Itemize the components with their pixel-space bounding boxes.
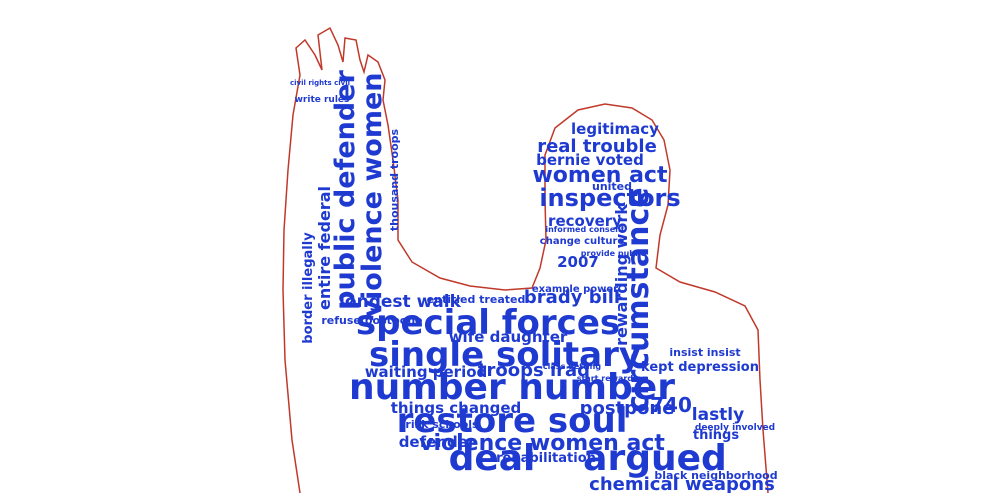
word: public defender bbox=[330, 69, 361, 309]
word: black neighborhood bbox=[654, 469, 777, 482]
word: circumstance bbox=[621, 187, 656, 412]
word: civil rights civil bbox=[290, 79, 350, 87]
word: example power bbox=[532, 284, 618, 295]
word: entitled treated bbox=[427, 293, 526, 306]
word: deeply involved bbox=[695, 423, 775, 433]
word: single solitary bbox=[369, 335, 641, 375]
word: 2007 bbox=[557, 253, 599, 271]
word: united bbox=[592, 180, 632, 193]
word: things changed bbox=[391, 399, 522, 417]
word: risk schools bbox=[405, 418, 479, 431]
word: violence women bbox=[357, 72, 388, 317]
word: change culture bbox=[540, 236, 625, 247]
word: troops iraq bbox=[478, 360, 590, 381]
word: special forces bbox=[356, 303, 620, 343]
word: violence women act bbox=[419, 431, 665, 456]
word: postpone bbox=[580, 398, 675, 419]
word: kept depression bbox=[641, 360, 759, 375]
word: restore soul bbox=[397, 401, 628, 441]
word: things bbox=[693, 428, 739, 443]
word: deal bbox=[449, 438, 536, 479]
word: informed consent bbox=[545, 225, 624, 234]
word: lastly bbox=[692, 405, 744, 425]
word: 740 bbox=[650, 393, 692, 417]
word: rewarding work bbox=[612, 204, 631, 346]
word: class getting bbox=[543, 362, 601, 371]
word: write rules bbox=[295, 95, 350, 105]
word: provide public bbox=[581, 249, 646, 258]
word: real trouble bbox=[537, 136, 657, 157]
word: refuse postpone bbox=[321, 314, 422, 327]
word: waiting period bbox=[365, 363, 488, 381]
word: insist insist bbox=[669, 346, 740, 359]
word: bernie voted bbox=[536, 151, 644, 169]
word: wife daughter bbox=[449, 328, 568, 346]
word: brady bill bbox=[524, 287, 620, 308]
word: recovery bbox=[548, 212, 622, 230]
silhouette-outline bbox=[282, 26, 769, 493]
word: chemical weapons bbox=[589, 474, 775, 493]
word: border illegally bbox=[301, 232, 316, 344]
word: number number bbox=[349, 367, 675, 408]
word: thousand troops bbox=[388, 128, 401, 231]
word: start rewarding bbox=[577, 374, 648, 383]
word: legitimacy bbox=[571, 120, 659, 138]
word: longest walk bbox=[339, 292, 461, 312]
word: women act bbox=[532, 163, 667, 188]
word: argued bbox=[583, 438, 727, 479]
word: entire federal bbox=[315, 186, 334, 310]
word: rehabilitation bbox=[496, 451, 596, 466]
word: defender bbox=[399, 433, 476, 451]
word: inspectors bbox=[539, 184, 680, 212]
